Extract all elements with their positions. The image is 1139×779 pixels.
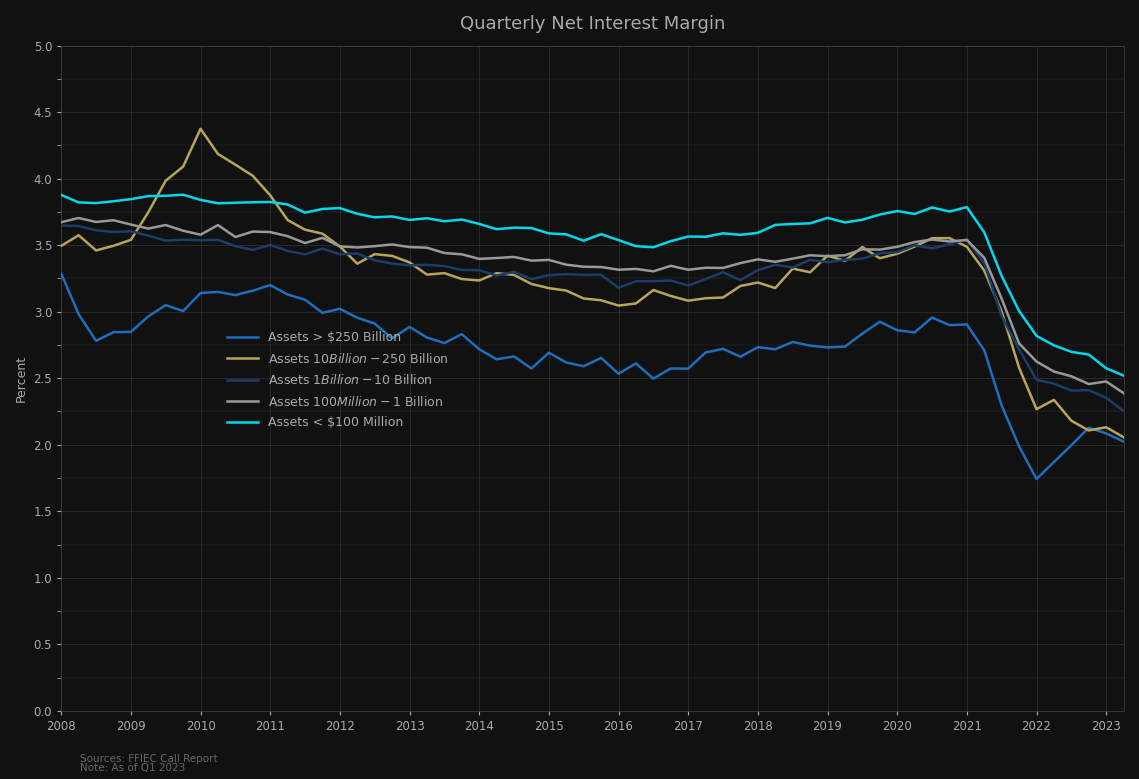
Y-axis label: Percent: Percent: [15, 354, 28, 402]
Assets > $250 Billion: [698, 348, 712, 358]
Assets $100 Million - $1 Billion: [72, 213, 85, 223]
Assets < $100 Million: [55, 190, 68, 199]
Title: Quarterly Net Interest Margin: Quarterly Net Interest Margin: [460, 15, 726, 33]
Assets < $100 Million: [141, 192, 155, 201]
Assets $10 Billion - $250 Billion: [281, 215, 295, 224]
Assets > $250 Billion: [141, 312, 155, 321]
Assets > $250 Billion: [55, 269, 68, 278]
Assets $10 Billion - $250 Billion: [994, 307, 1008, 316]
Text: Note: As of Q1 2023: Note: As of Q1 2023: [80, 763, 185, 774]
Legend: Assets > $250 Billion, Assets $10 Billion - $250 Billion, Assets $1 Billion - $1: Assets > $250 Billion, Assets $10 Billio…: [227, 331, 449, 429]
Assets $100 Million - $1 Billion: [595, 263, 608, 272]
Assets $100 Million - $1 Billion: [716, 263, 730, 273]
Assets $1 Billion - $10 Billion: [55, 220, 68, 230]
Assets $10 Billion - $250 Billion: [595, 295, 608, 305]
Assets $1 Billion - $10 Billion: [333, 249, 346, 259]
Assets < $100 Million: [994, 271, 1008, 280]
Line: Assets < $100 Million: Assets < $100 Million: [62, 195, 1123, 375]
Assets $10 Billion - $250 Billion: [1116, 432, 1130, 442]
Assets < $100 Million: [595, 230, 608, 239]
Assets $1 Billion - $10 Billion: [263, 240, 277, 249]
Text: Sources: FFIEC Call Report: Sources: FFIEC Call Report: [80, 754, 218, 764]
Assets $1 Billion - $10 Billion: [1116, 407, 1130, 416]
Assets $100 Million - $1 Billion: [994, 294, 1008, 304]
Assets < $100 Million: [716, 229, 730, 238]
Assets $100 Million - $1 Billion: [1116, 389, 1130, 398]
Line: Assets > $250 Billion: Assets > $250 Billion: [62, 273, 1123, 479]
Assets > $250 Billion: [333, 304, 346, 313]
Assets > $250 Billion: [1116, 437, 1130, 446]
Assets > $250 Billion: [977, 346, 991, 355]
Line: Assets $100 Million - $1 Billion: Assets $100 Million - $1 Billion: [62, 218, 1123, 393]
Assets < $100 Million: [177, 190, 190, 199]
Assets $10 Billion - $250 Billion: [351, 259, 364, 268]
Assets $1 Billion - $10 Billion: [1099, 393, 1113, 403]
Line: Assets $1 Billion - $10 Billion: Assets $1 Billion - $10 Billion: [62, 225, 1123, 411]
Assets > $250 Billion: [576, 361, 590, 371]
Assets < $100 Million: [281, 199, 295, 209]
Assets $10 Billion - $250 Billion: [716, 293, 730, 302]
Assets $1 Billion - $10 Billion: [698, 274, 712, 284]
Assets $100 Million - $1 Billion: [281, 231, 295, 241]
Assets $100 Million - $1 Billion: [55, 217, 68, 227]
Assets < $100 Million: [351, 209, 364, 218]
Assets $10 Billion - $250 Billion: [55, 241, 68, 251]
Line: Assets $10 Billion - $250 Billion: Assets $10 Billion - $250 Billion: [62, 129, 1123, 437]
Assets $1 Billion - $10 Billion: [977, 259, 991, 268]
Assets > $250 Billion: [1030, 474, 1043, 484]
Assets < $100 Million: [1116, 371, 1130, 380]
Assets $1 Billion - $10 Billion: [141, 231, 155, 240]
Assets $10 Billion - $250 Billion: [194, 124, 207, 133]
Assets $10 Billion - $250 Billion: [141, 208, 155, 217]
Assets $100 Million - $1 Billion: [158, 220, 172, 230]
Assets > $250 Billion: [263, 280, 277, 290]
Assets $100 Million - $1 Billion: [351, 243, 364, 252]
